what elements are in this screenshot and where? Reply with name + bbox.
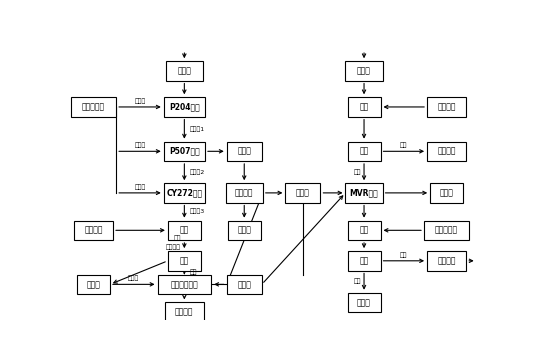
Text: 沉锰尾水: 沉锰尾水 bbox=[166, 244, 181, 250]
Text: 废水站: 废水站 bbox=[86, 280, 100, 289]
Bar bbox=[228, 221, 261, 240]
Bar bbox=[348, 97, 381, 117]
Text: 氢氧化镍: 氢氧化镍 bbox=[438, 147, 456, 156]
Bar bbox=[168, 251, 201, 270]
Bar bbox=[227, 141, 262, 161]
Text: P204萃取: P204萃取 bbox=[169, 103, 200, 112]
Text: 洗涤水: 洗涤水 bbox=[128, 275, 139, 281]
Text: 锂滤液: 锂滤液 bbox=[357, 66, 371, 75]
Text: 饱和碳酸钠: 饱和碳酸钠 bbox=[435, 226, 458, 235]
Bar bbox=[71, 97, 116, 117]
Text: 三级逆向洗涤: 三级逆向洗涤 bbox=[171, 280, 198, 289]
Text: 冷冻水: 冷冻水 bbox=[237, 280, 251, 289]
Text: 沉锂母液: 沉锂母液 bbox=[438, 256, 456, 265]
Bar bbox=[285, 183, 320, 203]
Bar bbox=[168, 221, 201, 240]
Text: 氢氧化钠: 氢氧化钠 bbox=[438, 103, 456, 112]
Bar bbox=[427, 141, 466, 161]
Text: 沉定: 沉定 bbox=[180, 226, 189, 235]
Text: 滤饼: 滤饼 bbox=[189, 270, 197, 275]
Text: 氢氧化钠: 氢氧化钠 bbox=[84, 226, 103, 235]
Bar bbox=[165, 302, 204, 322]
Bar bbox=[427, 251, 466, 270]
Text: 滤饼: 滤饼 bbox=[353, 279, 361, 284]
Bar bbox=[227, 275, 262, 294]
Bar bbox=[345, 61, 383, 81]
Bar bbox=[348, 251, 381, 270]
Text: 反抽液: 反抽液 bbox=[237, 147, 251, 156]
Text: 双效蒸发: 双效蒸发 bbox=[235, 188, 254, 197]
Text: 滤饼: 滤饼 bbox=[400, 143, 408, 148]
Bar bbox=[424, 221, 470, 240]
Bar bbox=[345, 183, 383, 203]
Text: 冷冻水: 冷冻水 bbox=[296, 188, 310, 197]
Text: 去二次分解: 去二次分解 bbox=[82, 103, 105, 112]
Text: 萃余液2: 萃余液2 bbox=[189, 169, 205, 175]
Text: 反余酸: 反余酸 bbox=[134, 98, 146, 104]
Bar bbox=[158, 275, 211, 294]
Text: 沉锰: 沉锰 bbox=[359, 103, 369, 112]
Bar bbox=[74, 221, 113, 240]
Text: 压滤: 压滤 bbox=[359, 147, 369, 156]
Text: 萃余液3: 萃余液3 bbox=[189, 209, 205, 215]
Bar bbox=[348, 293, 381, 312]
Text: 反余酸: 反余酸 bbox=[134, 143, 146, 148]
Bar bbox=[164, 141, 205, 161]
Bar bbox=[430, 183, 463, 203]
Text: 碳酸锂: 碳酸锂 bbox=[357, 298, 371, 307]
Bar bbox=[427, 97, 466, 117]
Text: 压滤: 压滤 bbox=[180, 256, 189, 265]
Bar bbox=[77, 275, 110, 294]
Bar bbox=[225, 183, 263, 203]
Text: MVR蒸发: MVR蒸发 bbox=[350, 188, 378, 197]
Text: 萃余液1: 萃余液1 bbox=[189, 126, 205, 132]
Text: 压滤: 压滤 bbox=[359, 256, 369, 265]
Text: 滤液: 滤液 bbox=[174, 236, 181, 242]
Bar bbox=[164, 97, 205, 117]
Text: 氢氧化锰: 氢氧化锰 bbox=[175, 307, 193, 316]
Text: CY272萃取: CY272萃取 bbox=[166, 188, 203, 197]
Text: 碳酸锰: 碳酸锰 bbox=[237, 226, 251, 235]
Text: 沉锂: 沉锂 bbox=[359, 226, 369, 235]
Text: 硫酸钠: 硫酸钠 bbox=[440, 188, 454, 197]
Text: 滤液: 滤液 bbox=[353, 169, 361, 175]
Bar bbox=[348, 221, 381, 240]
Text: 滤液: 滤液 bbox=[400, 252, 408, 257]
Text: P507萃取: P507萃取 bbox=[169, 147, 200, 156]
Bar bbox=[164, 183, 205, 203]
Bar bbox=[166, 61, 203, 81]
Text: 反余酸: 反余酸 bbox=[134, 184, 146, 190]
Text: 萃前液: 萃前液 bbox=[177, 66, 191, 75]
Bar bbox=[348, 141, 381, 161]
